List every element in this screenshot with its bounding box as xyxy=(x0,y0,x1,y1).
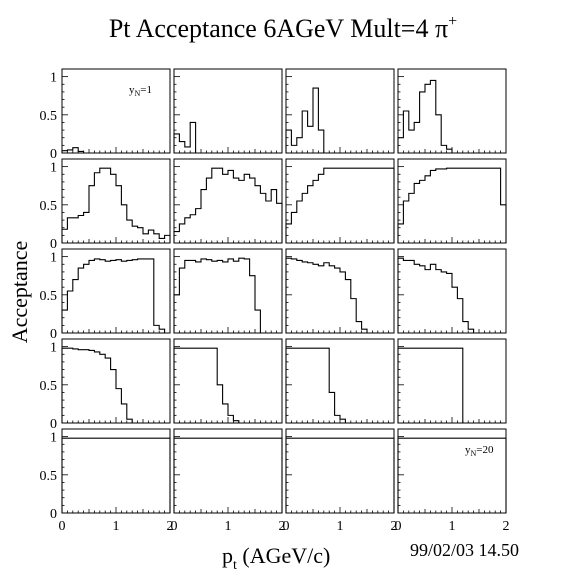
y-tick-label: 1 xyxy=(50,161,57,176)
histogram-series xyxy=(397,167,507,243)
y-tick-label: 1 xyxy=(50,251,57,266)
panel-frame xyxy=(61,68,171,154)
histogram-series xyxy=(173,257,282,334)
panel-annotation: yN=1 xyxy=(129,84,152,98)
x-tick-label: 1 xyxy=(113,519,120,534)
y-tick-label: 0.5 xyxy=(40,109,58,124)
panel-16 xyxy=(397,338,507,424)
panel-6 xyxy=(173,158,283,244)
y-tick-label: 1 xyxy=(50,71,57,86)
histogram-series xyxy=(285,257,394,334)
y-tick-label: 1 xyxy=(50,341,57,356)
y-tick-label: 0 xyxy=(50,507,57,522)
histogram-series xyxy=(173,167,283,243)
y-tick-label: 1 xyxy=(50,431,57,446)
panel-11 xyxy=(285,248,395,334)
histogram-series xyxy=(285,87,394,154)
histogram-series xyxy=(397,347,506,424)
y-tick-label: 0 xyxy=(50,327,57,342)
y-axis-label: Acceptance xyxy=(7,241,32,344)
panel-frame xyxy=(397,428,507,514)
panel-12 xyxy=(397,248,507,334)
panel-frame xyxy=(285,428,395,514)
y-tick-label: 0.5 xyxy=(40,289,58,304)
panel-5: 00.51 xyxy=(40,158,171,252)
histogram-series xyxy=(61,347,170,424)
histogram-series xyxy=(285,437,395,513)
timestamp: 99/02/03 14.50 xyxy=(410,540,519,560)
histogram-series xyxy=(285,167,395,243)
y-tick-label: 0.5 xyxy=(40,469,58,484)
y-tick-label: 0 xyxy=(50,237,57,252)
panel-annotation: yN=20 xyxy=(465,444,494,458)
y-tick-label: 0.5 xyxy=(40,199,58,214)
panel-frame xyxy=(397,68,507,154)
panel-frame xyxy=(61,428,171,514)
panel-frame xyxy=(397,338,507,424)
histogram-series xyxy=(61,167,171,243)
histogram-series xyxy=(285,347,394,424)
panel-3 xyxy=(285,68,395,154)
x-tick-label: 1 xyxy=(225,519,232,534)
panel-7 xyxy=(285,158,395,244)
panel-14 xyxy=(173,338,283,424)
panel-4 xyxy=(397,68,507,154)
panel-13: 00.51 xyxy=(40,338,171,432)
panel-17: 0 0.5 1 0 1 2 xyxy=(40,428,174,534)
panel-8 xyxy=(397,158,507,244)
panel-10 xyxy=(173,248,283,334)
histogram-series xyxy=(397,79,506,154)
histogram-series xyxy=(61,258,170,334)
histogram-series xyxy=(173,121,282,154)
histogram-series xyxy=(61,147,170,154)
panel-19: 0 1 2 xyxy=(283,428,398,534)
histogram-series xyxy=(61,437,171,513)
panel-1: 00.51 xyxy=(40,68,171,162)
panel-15 xyxy=(285,338,395,424)
panel-20: 0 1 2 xyxy=(395,428,510,534)
panel-frame xyxy=(173,428,283,514)
y-tick-label: 0 xyxy=(50,417,57,432)
panel-frame xyxy=(285,338,395,424)
x-axis-label: pt (AGeV/c) xyxy=(222,543,330,573)
x-tick-label: 2 xyxy=(503,519,510,534)
x-tick-label: 0 xyxy=(59,519,66,534)
panel-2 xyxy=(173,68,283,154)
histogram-series xyxy=(173,347,282,424)
panel-18: 0 1 2 xyxy=(171,428,286,534)
histogram-series xyxy=(173,437,283,513)
panel-frame xyxy=(397,158,507,244)
x-tick-label: 2 xyxy=(167,519,174,534)
histogram-series xyxy=(397,257,506,334)
x-tick-label: 2 xyxy=(391,519,398,534)
chart-title: Pt Acceptance 6AGeV Mult=4 π+ xyxy=(109,13,457,43)
x-tick-label: 0 xyxy=(395,519,402,534)
x-tick-label: 1 xyxy=(449,519,456,534)
x-tick-label: 1 xyxy=(337,519,344,534)
y-tick-label: 0.5 xyxy=(40,379,58,394)
x-tick-label: 0 xyxy=(283,519,290,534)
panel-9: 00.51 xyxy=(40,248,171,342)
x-tick-label: 2 xyxy=(279,519,286,534)
y-tick-label: 0 xyxy=(50,147,57,162)
x-tick-label: 0 xyxy=(171,519,178,534)
histogram-series xyxy=(397,437,507,513)
